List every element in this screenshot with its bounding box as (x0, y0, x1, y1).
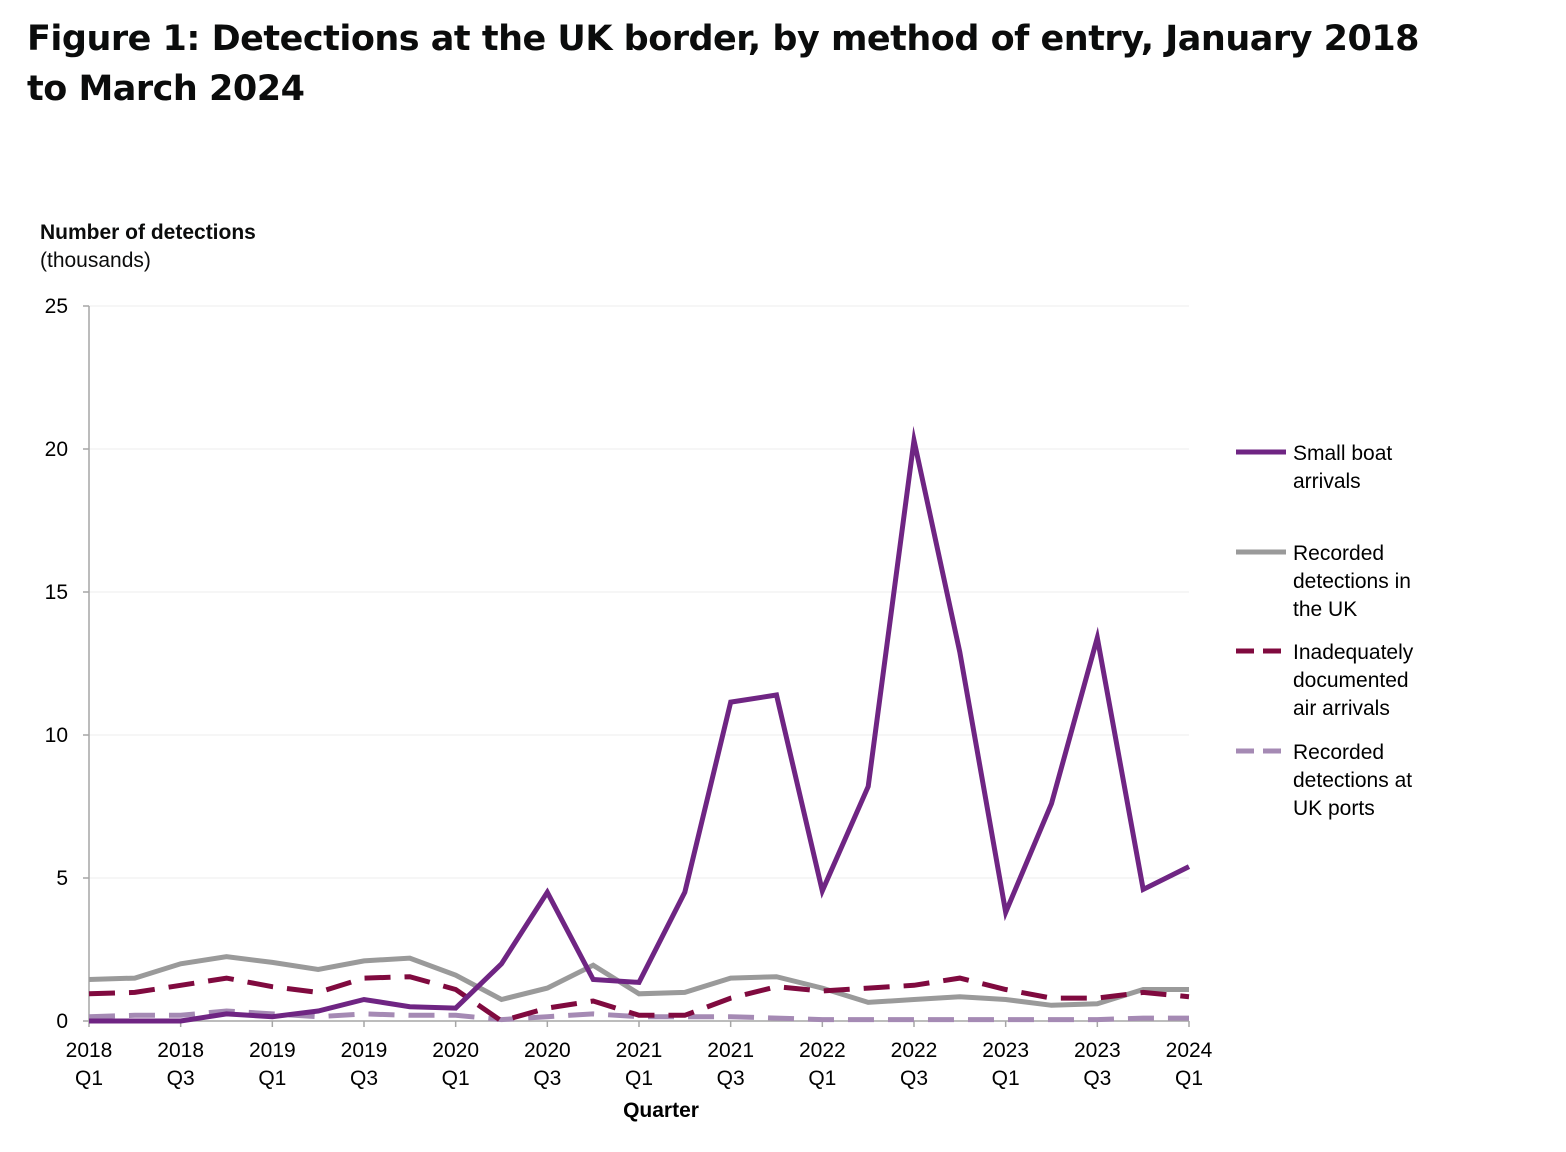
figure-title: Figure 1: Detections at the UK border, b… (27, 19, 1420, 109)
legend-label: Recorded (1293, 542, 1384, 565)
x-tick-quarter: Q3 (1083, 1067, 1111, 1090)
legend-label: the UK (1293, 598, 1357, 621)
x-tick-quarter: Q3 (717, 1067, 745, 1090)
series-lines (88, 425, 1191, 1024)
y-tick-label: 0 (56, 1010, 68, 1033)
legend-label: Small boat (1293, 442, 1392, 465)
x-tick-year: 2018 (157, 1039, 204, 1062)
axes (88, 306, 1189, 1022)
x-tick-quarter: Q1 (442, 1067, 470, 1090)
x-tick-quarter: Q1 (625, 1067, 653, 1090)
legend-label: detections in (1293, 570, 1411, 593)
x-tick-year: 2024 (1166, 1039, 1213, 1062)
x-tick-year: 2018 (66, 1039, 113, 1062)
x-tick-year: 2020 (432, 1039, 479, 1062)
x-tick-year: 2021 (616, 1039, 663, 1062)
x-tick-quarter: Q3 (167, 1067, 195, 1090)
x-tick-year: 2020 (524, 1039, 571, 1062)
y-tick-label: 25 (45, 295, 68, 318)
x-tick-quarter: Q1 (75, 1067, 103, 1090)
x-tick-quarter: Q3 (900, 1067, 928, 1090)
x-tick-year: 2021 (707, 1039, 754, 1062)
legend-label: detections at (1293, 769, 1412, 792)
y-tick-label: 15 (45, 581, 68, 604)
legend-label: Inadequately (1293, 641, 1414, 664)
x-tick-quarter: Q3 (350, 1067, 378, 1090)
x-axis-ticks: 2018 Q1 2018 Q3 2019 Q1 2019 Q3 2020 Q1 2020 Q3 2021… (66, 1021, 1213, 1090)
legend-label: documented (1293, 669, 1409, 692)
x-tick-year: 2019 (249, 1039, 296, 1062)
x-tick-year: 2022 (799, 1039, 846, 1062)
x-axis-label: Quarter (623, 1099, 699, 1122)
y-tick-label: 20 (45, 438, 68, 461)
x-tick-quarter: Q1 (258, 1067, 286, 1090)
x-tick-quarter: Q1 (992, 1067, 1020, 1090)
series-line-recorded-detections-in-the-uk (88, 954, 1189, 1008)
legend-label: arrivals (1293, 470, 1361, 493)
series-line-inadequately-documented-air-arrivals (88, 974, 1190, 1024)
x-tick-quarter: Q1 (1175, 1067, 1203, 1090)
x-tick-quarter: Q3 (533, 1067, 561, 1090)
legend-label: Recorded (1293, 741, 1384, 764)
gridlines (89, 305, 1189, 879)
legend-label: UK ports (1293, 797, 1375, 820)
y-tick-label: 5 (56, 867, 68, 890)
y-axis-label-units: (thousands) (40, 249, 151, 272)
legend-label: air arrivals (1293, 697, 1390, 720)
x-tick-year: 2019 (341, 1039, 388, 1062)
x-tick-year: 2023 (1074, 1039, 1121, 1062)
series-line-recorded-detections-at-uk-ports (88, 1008, 1189, 1023)
x-tick-year: 2022 (891, 1039, 938, 1062)
y-axis-label: Number of detections (40, 221, 256, 244)
x-tick-year: 2023 (982, 1039, 1029, 1062)
y-tick-label: 10 (45, 724, 68, 747)
x-tick-quarter: Q1 (808, 1067, 836, 1090)
y-axis-ticks: 0 5 10 15 20 25 (45, 295, 89, 1033)
series-line-small-boat-arrivals (89, 425, 1191, 1024)
legend: Small boat arrivals Recorded detections in t… (1236, 442, 1414, 820)
